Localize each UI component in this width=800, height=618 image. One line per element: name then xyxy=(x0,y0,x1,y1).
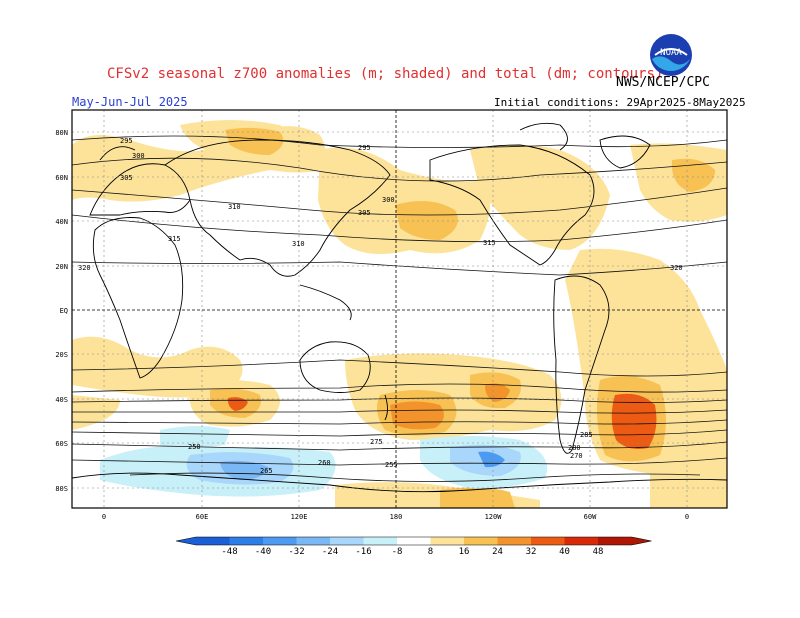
contour-label: 255 xyxy=(385,461,398,469)
colorbar: -48 -40 -32 -24 -16 -8 8 16 24 32 40 48 xyxy=(175,536,652,557)
colorbar-label: 24 xyxy=(492,547,503,557)
colorbar-segment xyxy=(464,537,498,545)
colorbar-segment xyxy=(564,537,598,545)
colorbar-label: 32 xyxy=(526,547,537,557)
contour-label: 270 xyxy=(570,452,583,460)
contour-label: 280 xyxy=(568,444,581,452)
negative-anomaly-medium xyxy=(186,444,521,485)
colorbar-label: -32 xyxy=(288,547,304,557)
noaa-logo-icon: NOAA xyxy=(650,34,692,76)
colorbar-label: -40 xyxy=(255,547,271,557)
colorbar-border xyxy=(175,536,652,546)
lon-label: 0 xyxy=(685,513,689,521)
colorbar-segment xyxy=(598,537,632,545)
contour-label: 305 xyxy=(120,174,133,182)
colorbar-label: 48 xyxy=(593,547,604,557)
colorbar-label: -16 xyxy=(355,547,371,557)
contour-label: 285 xyxy=(580,431,593,439)
contour-label: 305 xyxy=(358,209,371,217)
lat-label: 20N xyxy=(55,263,68,271)
coastlines xyxy=(72,122,727,493)
colorbar-segment xyxy=(229,537,263,545)
colorbar-segment xyxy=(531,537,565,545)
colorbar-segment xyxy=(497,537,531,545)
colorbar-label: 8 xyxy=(428,547,433,557)
negative-anomaly-strong xyxy=(220,451,505,480)
contour-label: 310 xyxy=(292,240,305,248)
lat-label: EQ xyxy=(60,307,68,315)
lon-label: 60W xyxy=(584,513,597,521)
lon-label: 180 xyxy=(390,513,403,521)
contour-label: 315 xyxy=(168,235,181,243)
contour-label: 275 xyxy=(370,438,383,446)
total-height-contours xyxy=(72,135,727,482)
negative-anomaly-light xyxy=(100,426,548,497)
contour-label-group: 295 300 305 310 315 320 295 300 305 310 … xyxy=(78,137,683,475)
map-frame xyxy=(71,109,728,509)
agency-label: NWS/NCEP/CPC xyxy=(616,75,710,90)
contour-label: 260 xyxy=(318,459,331,467)
colorbar-segment xyxy=(430,537,464,545)
colorbar-segment xyxy=(397,537,431,545)
lat-label: 60S xyxy=(55,440,68,448)
lon-label: 0 xyxy=(102,513,106,521)
colorbar-segment xyxy=(196,537,230,545)
colorbar-segment xyxy=(263,537,297,545)
longitude-labels: 0 60E 120E 180 120W 60W 0 xyxy=(102,513,689,521)
colorbar-segment xyxy=(363,537,397,545)
contour-label: 250 xyxy=(188,443,201,451)
colorbar-right-arrow xyxy=(631,537,652,545)
contour-label: 265 xyxy=(260,467,273,475)
contour-label: 310 xyxy=(228,203,241,211)
lat-label: 80S xyxy=(55,485,68,493)
map-panel: 295 300 305 310 315 320 295 300 305 310 … xyxy=(72,110,727,508)
positive-anomaly-strong xyxy=(227,383,657,449)
colorbar-label: -48 xyxy=(221,547,237,557)
lat-label: 40S xyxy=(55,396,68,404)
colorbar-segment xyxy=(330,537,364,545)
colorbar-segment xyxy=(296,537,330,545)
contour-label: 315 xyxy=(483,239,496,247)
colorbar-label: -8 xyxy=(392,547,403,557)
lat-label: 20S xyxy=(55,351,68,359)
contour-label: 295 xyxy=(120,137,133,145)
lat-label: 60N xyxy=(55,174,68,182)
lat-label: 40N xyxy=(55,218,68,226)
lon-label: 60E xyxy=(196,513,209,521)
contour-label: 320 xyxy=(670,264,683,272)
contour-label: 300 xyxy=(132,152,145,160)
lat-lon-grid xyxy=(72,110,727,508)
contour-label: 300 xyxy=(382,196,395,204)
svg-text:NOAA: NOAA xyxy=(660,48,682,58)
lat-label: 80N xyxy=(55,129,68,137)
chart-title: CFSv2 seasonal z700 anomalies (m; shaded… xyxy=(107,66,664,82)
lon-label: 120W xyxy=(485,513,503,521)
initial-conditions-label: Initial conditions: 29Apr2025-8May2025 xyxy=(494,96,746,109)
latitude-labels: 80N 60N 40N 20N EQ 20S 40S 60S 80S xyxy=(55,129,68,493)
colorbar-label: 16 xyxy=(459,547,470,557)
positive-anomaly-medium xyxy=(210,127,715,508)
colorbar-label: 40 xyxy=(559,547,570,557)
contour-label: 320 xyxy=(78,264,91,272)
contour-label: 295 xyxy=(358,144,371,152)
lon-label: 120E xyxy=(291,513,308,521)
positive-anomaly-light xyxy=(72,120,727,508)
season-label: May-Jun-Jul 2025 xyxy=(72,95,188,109)
colorbar-label: -24 xyxy=(322,547,338,557)
colorbar-left-arrow xyxy=(176,537,196,545)
